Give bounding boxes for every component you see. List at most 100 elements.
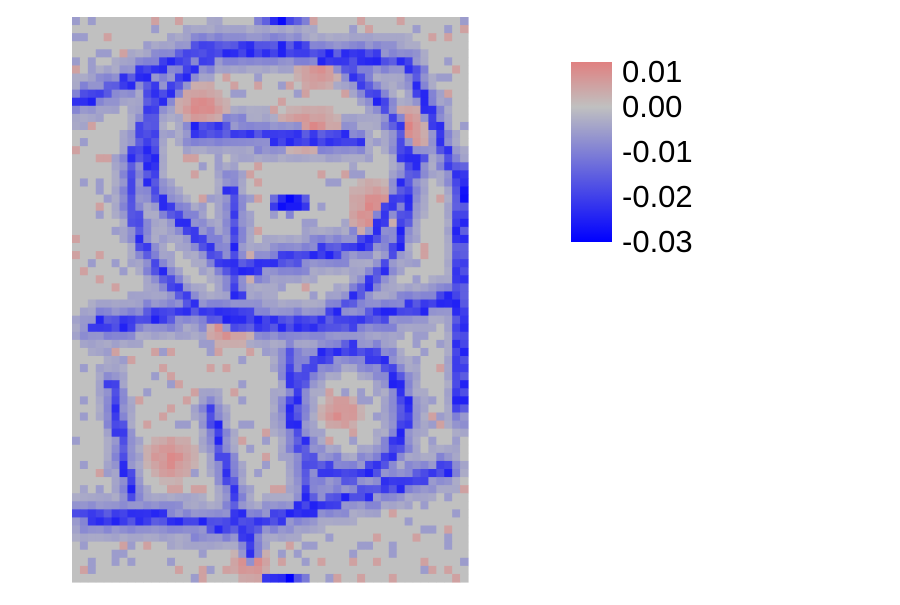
heatmap-cell [103, 186, 113, 196]
heatmap-cell [174, 267, 184, 276]
heatmap-cell [365, 469, 374, 478]
heatmap-cell [111, 339, 121, 349]
heatmap-cell [151, 81, 160, 91]
heatmap-cell [222, 573, 231, 583]
heatmap-cell [357, 17, 366, 26]
heatmap-cell [357, 178, 366, 188]
heatmap-cell [151, 525, 160, 535]
heatmap-cell [246, 81, 255, 91]
heatmap-cell [254, 210, 263, 220]
heatmap-cell [135, 113, 144, 123]
heatmap-cell [87, 549, 97, 559]
heatmap-cell [254, 113, 263, 123]
heatmap-cell [222, 210, 231, 220]
heatmap-cell [167, 509, 176, 519]
heatmap-cell [182, 347, 192, 357]
heatmap-cell [349, 226, 358, 236]
heatmap-cell [436, 49, 445, 58]
heatmap-cell [357, 517, 366, 527]
heatmap-cell [317, 541, 327, 551]
heatmap-cell [159, 275, 168, 284]
heatmap-cell [190, 388, 200, 397]
heatmap-cell [396, 218, 406, 228]
heatmap-cell [270, 194, 279, 204]
heatmap-cell [174, 218, 184, 228]
heatmap-cell [119, 412, 129, 422]
heatmap-cell [404, 113, 414, 123]
heatmap-cell [119, 323, 129, 333]
heatmap-cell [127, 49, 136, 58]
heatmap-cell [119, 339, 129, 349]
heatmap-cell [95, 565, 105, 575]
heatmap-cell [301, 218, 311, 228]
heatmap-cell [135, 81, 144, 91]
heatmap-cell [262, 339, 271, 349]
heatmap-cell [285, 267, 295, 276]
heatmap-cell [396, 517, 406, 527]
heatmap-cell [333, 81, 342, 91]
heatmap-cell [127, 291, 136, 301]
heatmap-cell [182, 573, 192, 583]
heatmap-cell [206, 170, 216, 180]
heatmap-cell [135, 549, 144, 559]
heatmap-cell [317, 525, 327, 535]
heatmap-cell [143, 565, 152, 575]
heatmap-cell [79, 509, 89, 519]
heatmap-cell [372, 162, 382, 171]
heatmap-cell [79, 485, 89, 494]
heatmap-cell [72, 452, 81, 462]
heatmap-cell [95, 65, 105, 75]
heatmap-cell [198, 178, 208, 188]
heatmap-cell [238, 49, 247, 58]
heatmap-cell [365, 41, 374, 50]
heatmap-cell [262, 460, 271, 470]
heatmap-cell [262, 146, 271, 155]
heatmap-cell [309, 509, 319, 519]
heatmap-cell [380, 444, 390, 454]
heatmap-cell [206, 162, 216, 171]
heatmap-cell [420, 194, 429, 204]
heatmap-cell [420, 396, 429, 406]
heatmap-cell [222, 65, 231, 75]
heatmap-cell [238, 315, 247, 325]
heatmap-cell [325, 428, 334, 438]
heatmap-cell [103, 444, 113, 454]
heatmap-cell [190, 234, 200, 244]
heatmap-cell [396, 372, 406, 381]
heatmap-cell [452, 41, 461, 50]
heatmap-cell [428, 97, 437, 107]
heatmap-cell [317, 460, 327, 470]
heatmap-cell [222, 436, 231, 446]
heatmap-cell [72, 243, 81, 252]
heatmap-cell [293, 25, 303, 34]
heatmap-cell [293, 162, 303, 171]
heatmap-cell [412, 170, 422, 180]
heatmap-cell [72, 226, 81, 236]
heatmap-cell [349, 162, 358, 171]
heatmap-cell [95, 41, 105, 50]
heatmap-cell [357, 557, 366, 567]
heatmap-cell [119, 372, 129, 381]
heatmap-cell [167, 469, 176, 478]
heatmap-cell [174, 146, 184, 155]
heatmap-cell [444, 138, 453, 147]
heatmap-cell [357, 380, 366, 389]
heatmap-cell [95, 428, 105, 438]
heatmap-cell [301, 267, 311, 276]
heatmap-cell [270, 283, 279, 293]
heatmap-cell [365, 89, 374, 99]
heatmap-cell [254, 33, 263, 42]
heatmap-cell [341, 154, 350, 163]
heatmap-cell [174, 291, 184, 301]
heatmap-cell [167, 251, 176, 260]
heatmap-cell [174, 178, 184, 188]
heatmap-cell [460, 436, 469, 446]
heatmap-cell [222, 356, 231, 365]
heatmap-cell [214, 89, 224, 99]
heatmap-cell [460, 477, 469, 486]
heatmap-cell [159, 525, 168, 535]
heatmap-cell [254, 226, 263, 236]
heatmap-cell [190, 283, 200, 293]
heatmap-cell [270, 73, 279, 83]
heatmap-cell [159, 218, 168, 228]
